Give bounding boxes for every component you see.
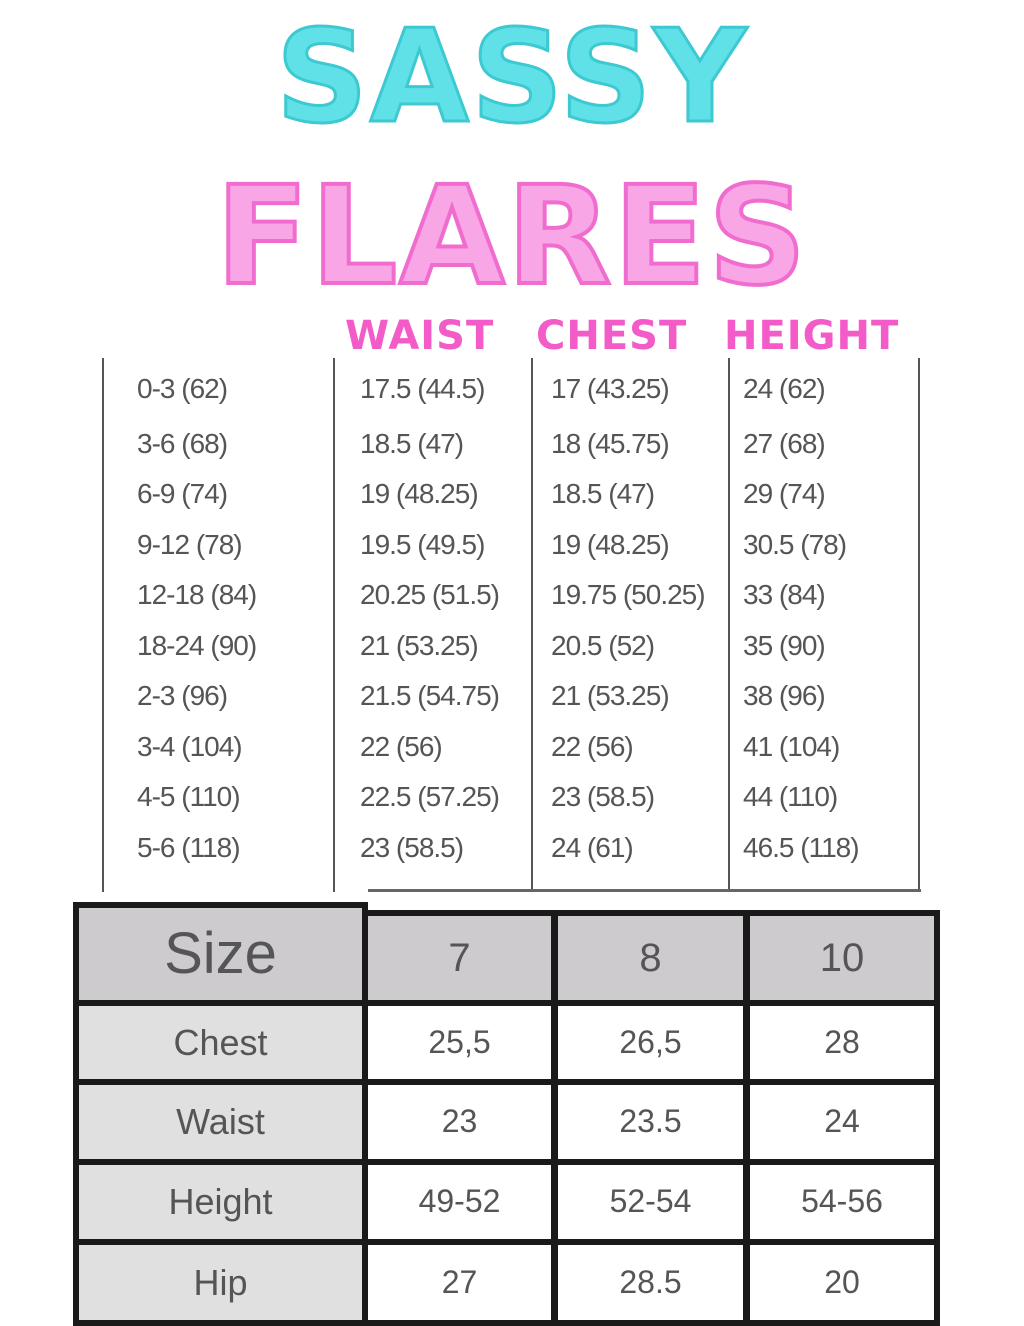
header-height: HEIGHT — [724, 313, 900, 359]
table-cell: 46.5 (118) — [743, 832, 860, 863]
divider — [728, 358, 730, 892]
row-label: Waist — [73, 1079, 368, 1165]
table-cell: 20.25 (51.5) — [360, 579, 500, 610]
table-cell: 19.5 (49.5) — [360, 529, 485, 560]
table-cell: 19.75 (50.25) — [551, 579, 706, 610]
size-label: Size — [73, 902, 368, 1006]
table-cell: 25,5 — [362, 1000, 557, 1085]
divider — [102, 358, 104, 892]
table-cell: 28.5 — [552, 1239, 749, 1326]
row-label: Hip — [73, 1239, 368, 1326]
table-cell: 21 (53.25) — [360, 630, 479, 661]
table-cell: 18.5 (47) — [551, 478, 655, 509]
table-cell: 35 (90) — [743, 630, 826, 661]
table-cell: 23.5 — [552, 1079, 749, 1165]
table-cell: 18 (45.75) — [551, 428, 670, 459]
table-cell: 44 (110) — [743, 781, 838, 812]
table-cell: 23 (58.5) — [360, 832, 464, 863]
table-cell: 22 (56) — [551, 731, 634, 762]
table-cell: 27 — [362, 1239, 557, 1326]
table-cell: 12-18 (84) — [137, 579, 257, 610]
table-cell: 23 (58.5) — [551, 781, 655, 812]
header-chest: CHEST — [536, 313, 688, 359]
table-cell: 6-9 (74) — [137, 478, 228, 509]
table-cell: 26,5 — [552, 1000, 749, 1085]
table-cell: 52-54 — [552, 1159, 749, 1245]
table-cell: 17 (43.25) — [551, 373, 670, 404]
table-cell: 18.5 (47) — [360, 428, 464, 459]
table-cell: 49-52 — [362, 1159, 557, 1245]
size-header-cell: 8 — [552, 910, 749, 1006]
table-cell: 30.5 (78) — [743, 529, 847, 560]
divider — [368, 889, 921, 892]
table-cell: 29 (74) — [743, 478, 826, 509]
table-cell: 20 — [744, 1239, 940, 1326]
table-cell: 27 (68) — [743, 428, 826, 459]
table-cell: 0-3 (62) — [137, 373, 228, 404]
row-label: Chest — [73, 1000, 368, 1085]
table-cell: 33 (84) — [743, 579, 826, 610]
table-cell: 9-12 (78) — [137, 529, 243, 560]
table-cell: 21.5 (54.75) — [360, 680, 500, 711]
table-cell: 17.5 (44.5) — [360, 373, 485, 404]
header-waist: WAIST — [345, 313, 495, 359]
table-cell: 28 — [744, 1000, 940, 1085]
table-cell: 5-6 (118) — [137, 832, 241, 863]
table-cell: 2-3 (96) — [137, 680, 228, 711]
size-header-cell: 7 — [362, 910, 557, 1006]
table-cell: 54-56 — [744, 1159, 940, 1245]
table-cell: 18-24 (90) — [137, 630, 257, 661]
title-sassy: SASSY — [274, 8, 749, 148]
table-cell: 19 (48.25) — [551, 529, 670, 560]
table-cell: 22.5 (57.25) — [360, 781, 500, 812]
divider — [333, 358, 335, 892]
table-cell: 4-5 (110) — [137, 781, 241, 812]
table-cell: 38 (96) — [743, 680, 826, 711]
table-cell: 19 (48.25) — [360, 478, 479, 509]
table-cell: 22 (56) — [360, 731, 443, 762]
table-cell: 24 (61) — [551, 832, 634, 863]
table-cell: 24 — [744, 1079, 940, 1165]
table-cell: 21 (53.25) — [551, 680, 670, 711]
table-cell: 24 (62) — [743, 373, 826, 404]
table-cell: 23 — [362, 1079, 557, 1165]
size-header-cell: 10 — [744, 910, 940, 1006]
table-cell: 3-6 (68) — [137, 428, 228, 459]
divider — [918, 358, 920, 892]
row-label: Height — [73, 1159, 368, 1245]
table-cell: 41 (104) — [743, 731, 840, 762]
divider — [531, 358, 533, 892]
table-cell: 3-4 (104) — [137, 731, 243, 762]
table-cell: 20.5 (52) — [551, 630, 655, 661]
title-flares: FLARES — [214, 162, 809, 312]
